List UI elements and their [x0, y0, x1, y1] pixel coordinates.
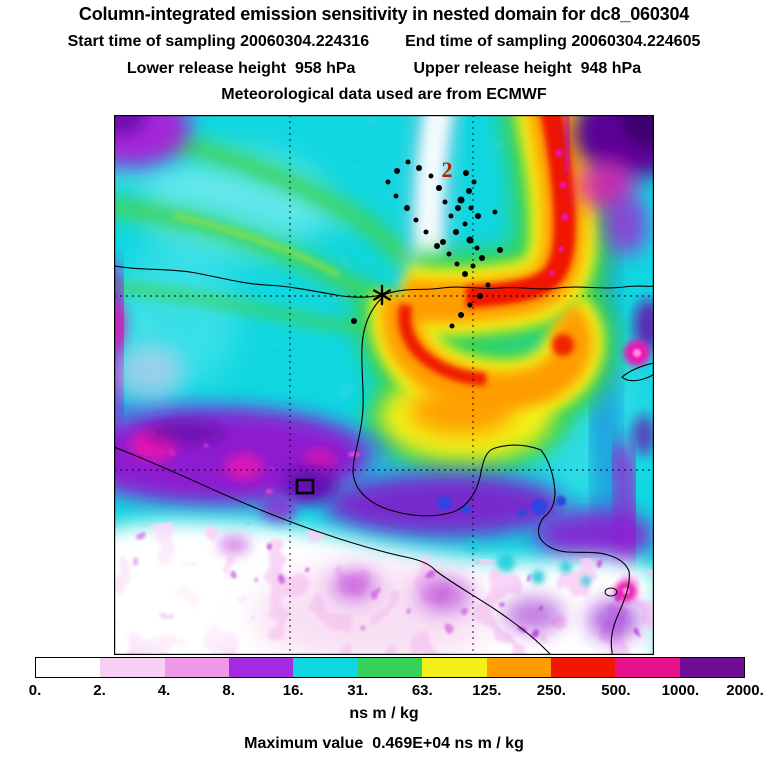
colorbar-tick-label: 4. [157, 682, 171, 699]
end-time-label: End time of sampling 20060304.224605 [405, 33, 701, 50]
track-point [474, 245, 480, 251]
track-point [497, 247, 503, 253]
track-point [492, 209, 498, 215]
track-point [440, 239, 446, 245]
track-point [405, 159, 411, 165]
track-point [413, 217, 419, 223]
colorbar [35, 657, 745, 678]
track-point [351, 318, 357, 324]
track-point [434, 243, 440, 249]
track-point [466, 236, 474, 244]
colorbar-segment [486, 658, 551, 677]
colorbar-segment [422, 658, 487, 677]
colorbar-segment [679, 658, 744, 677]
map-border [114, 115, 654, 655]
sensitivity-map-svg: 2 [114, 115, 654, 655]
max-value-label: Maximum value 0.469E+04 ns m / kg [244, 735, 524, 752]
track-point [467, 302, 473, 308]
track-point [423, 229, 429, 235]
colorbar-tick-label: 63. [411, 682, 433, 699]
sampling-time-row: Start time of sampling 20060304.224316 E… [0, 33, 768, 51]
release-box-marker [295, 478, 315, 495]
track-point [453, 229, 459, 235]
track-point [436, 185, 442, 191]
track-point [454, 261, 460, 267]
track-point [475, 213, 481, 219]
colorbar-tick-label: 2000. [726, 682, 764, 699]
track-point [457, 196, 465, 204]
track-point [463, 170, 469, 176]
track-point [466, 188, 472, 194]
track-point [458, 312, 464, 318]
colorbar-segment [36, 658, 101, 677]
figure-title: Column-integrated emission sensitivity i… [78, 4, 690, 24]
track-point [455, 205, 461, 211]
sensitivity-map: 2 [114, 115, 654, 655]
colorbar-tick-labels: 0. 2. 4. 8. 16. 31. 63. 125. 250. 500. 1000. 2000. [29, 682, 764, 700]
track-point [479, 255, 485, 261]
track-point [468, 205, 474, 211]
release-height-row: Lower release height 958 hPa Upper relea… [0, 60, 768, 78]
track-point [404, 205, 410, 211]
colorbar-tick-label: 2. [93, 682, 106, 699]
track-point [471, 179, 477, 185]
colorbar-segment [615, 658, 680, 677]
aircraft-asterisk-marker [373, 289, 391, 301]
track-point [462, 271, 468, 277]
track-point [462, 221, 468, 227]
colorbar-segment [229, 658, 294, 677]
colorbar-tick-label: 125. [472, 682, 502, 699]
upper-release-label: Upper release height 948 hPa [413, 60, 642, 77]
track-point [393, 193, 399, 199]
colorbar-segment [357, 658, 423, 677]
track-point [477, 293, 483, 299]
flight-number-label: 2 [442, 157, 453, 182]
start-time-label: Start time of sampling 20060304.224316 [67, 33, 370, 50]
track-point [449, 323, 455, 329]
colorbar-segment [164, 658, 230, 677]
gridlines [114, 115, 654, 655]
track-point [485, 282, 491, 288]
track-point [448, 213, 454, 219]
met-source-label: Meteorological data used are from ECMWF [221, 86, 547, 103]
colorbar-tick-label: 1000. [661, 682, 700, 699]
track-point [442, 199, 448, 205]
colorbar-units-label: ns m / kg [349, 705, 419, 722]
map-annotations: 2 [295, 157, 503, 495]
colorbar-tick-label: 16. [282, 682, 304, 699]
colorbar-tick-label: 500. [601, 682, 631, 699]
coastlines [114, 265, 654, 655]
lower-release-label: Lower release height 958 hPa [126, 60, 356, 77]
colorbar-tick-label: 0. [28, 682, 42, 699]
colorbar-segment [100, 658, 165, 677]
track-point [394, 168, 400, 174]
track-point [470, 263, 476, 269]
field-layers: 2 [114, 115, 654, 655]
colorbar-tick-label: 31. [347, 682, 369, 699]
track-point [385, 179, 391, 185]
colorbar-tick-label: 8. [222, 682, 235, 699]
colorbar-segment [293, 658, 358, 677]
track-point [416, 165, 422, 171]
colorbar-segment [550, 658, 616, 677]
track-point [446, 251, 452, 257]
track-point [428, 173, 434, 179]
colorbar-tick-label: 250. [536, 682, 566, 699]
